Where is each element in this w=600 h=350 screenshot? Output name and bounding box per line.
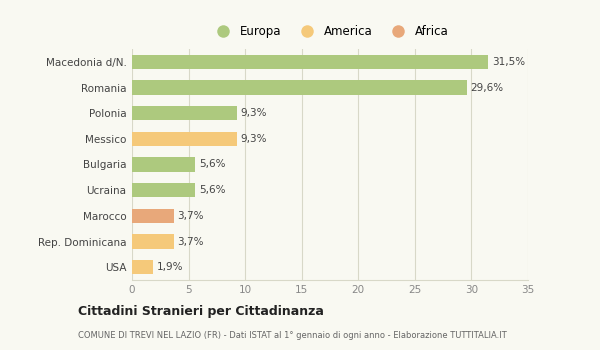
Text: 3,7%: 3,7%	[177, 211, 204, 221]
Text: 29,6%: 29,6%	[470, 83, 503, 92]
Text: Cittadini Stranieri per Cittadinanza: Cittadini Stranieri per Cittadinanza	[78, 304, 324, 317]
Text: 5,6%: 5,6%	[199, 185, 225, 195]
Bar	[132, 158, 196, 172]
Text: 1,9%: 1,9%	[157, 262, 184, 272]
Bar	[132, 183, 196, 197]
Text: 5,6%: 5,6%	[199, 160, 225, 169]
Bar	[132, 55, 488, 69]
Text: 9,3%: 9,3%	[241, 108, 267, 118]
Bar	[132, 106, 237, 120]
Bar	[132, 80, 467, 94]
Text: 3,7%: 3,7%	[177, 237, 204, 246]
Bar	[132, 260, 154, 274]
Bar	[132, 209, 174, 223]
Text: 9,3%: 9,3%	[241, 134, 267, 144]
Legend: Europa, America, Africa: Europa, America, Africa	[206, 20, 454, 43]
Bar	[132, 132, 237, 146]
Text: COMUNE DI TREVI NEL LAZIO (FR) - Dati ISTAT al 1° gennaio di ogni anno - Elabora: COMUNE DI TREVI NEL LAZIO (FR) - Dati IS…	[78, 331, 507, 340]
Text: 31,5%: 31,5%	[492, 57, 525, 67]
Bar	[132, 234, 174, 248]
